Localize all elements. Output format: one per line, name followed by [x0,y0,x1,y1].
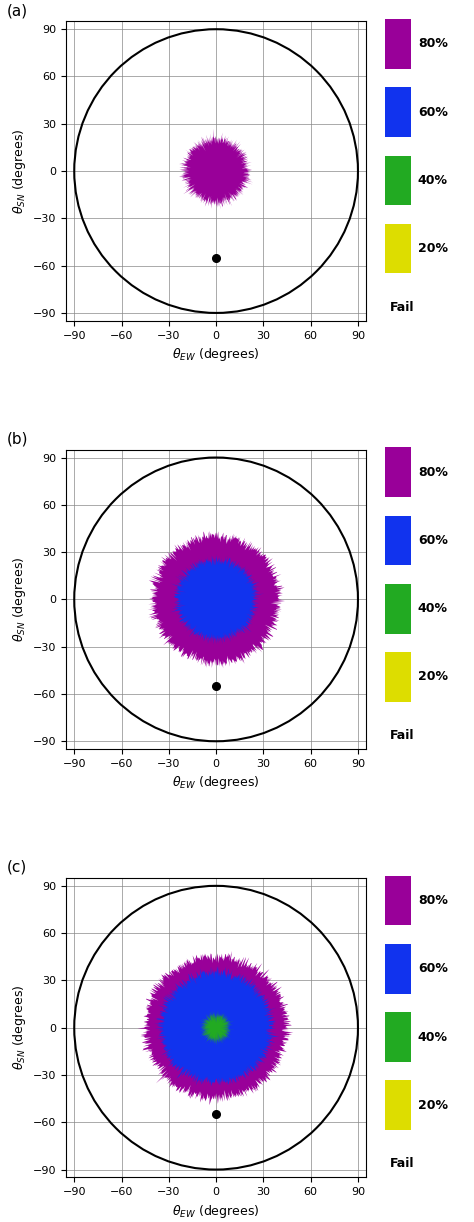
Text: 60%: 60% [418,962,447,975]
Text: Fail: Fail [390,1157,414,1171]
Bar [385,1012,411,1062]
Bar [385,516,411,566]
Polygon shape [198,1008,237,1045]
Bar [385,224,411,274]
Bar [385,943,411,993]
Bar [385,584,411,633]
X-axis label: $\theta_{EW}$ (degrees): $\theta_{EW}$ (degrees) [173,775,260,792]
Y-axis label: $\theta_{SN}$ (degrees): $\theta_{SN}$ (degrees) [10,128,27,214]
Bar [385,1080,411,1130]
X-axis label: $\theta_{EW}$ (degrees): $\theta_{EW}$ (degrees) [173,346,260,363]
Bar [385,653,411,701]
Text: 40%: 40% [418,1030,448,1044]
Y-axis label: $\theta_{SN}$ (degrees): $\theta_{SN}$ (degrees) [10,985,27,1070]
Polygon shape [137,951,293,1105]
Text: Fail: Fail [390,301,414,314]
Text: 20%: 20% [418,671,448,683]
Polygon shape [155,967,280,1086]
Polygon shape [171,555,264,644]
Text: Fail: Fail [390,730,414,742]
Text: 80%: 80% [418,38,447,50]
Bar [385,447,411,497]
Text: (a): (a) [7,4,27,18]
Text: 80%: 80% [418,466,447,479]
Text: (b): (b) [7,431,28,447]
Bar [385,155,411,205]
Text: 40%: 40% [418,602,448,615]
Text: 40%: 40% [418,174,448,187]
Y-axis label: $\theta_{SN}$ (degrees): $\theta_{SN}$ (degrees) [10,557,27,642]
Text: 20%: 20% [418,242,448,255]
Polygon shape [179,128,253,209]
Text: 80%: 80% [418,895,447,907]
Text: 60%: 60% [418,534,447,547]
Text: 60%: 60% [418,105,447,119]
Text: (c): (c) [7,860,27,875]
X-axis label: $\theta_{EW}$ (degrees): $\theta_{EW}$ (degrees) [173,1202,260,1220]
Text: 20%: 20% [418,1099,448,1112]
Bar [385,87,411,137]
Polygon shape [148,530,285,668]
Bar [385,20,411,68]
Bar [385,876,411,925]
